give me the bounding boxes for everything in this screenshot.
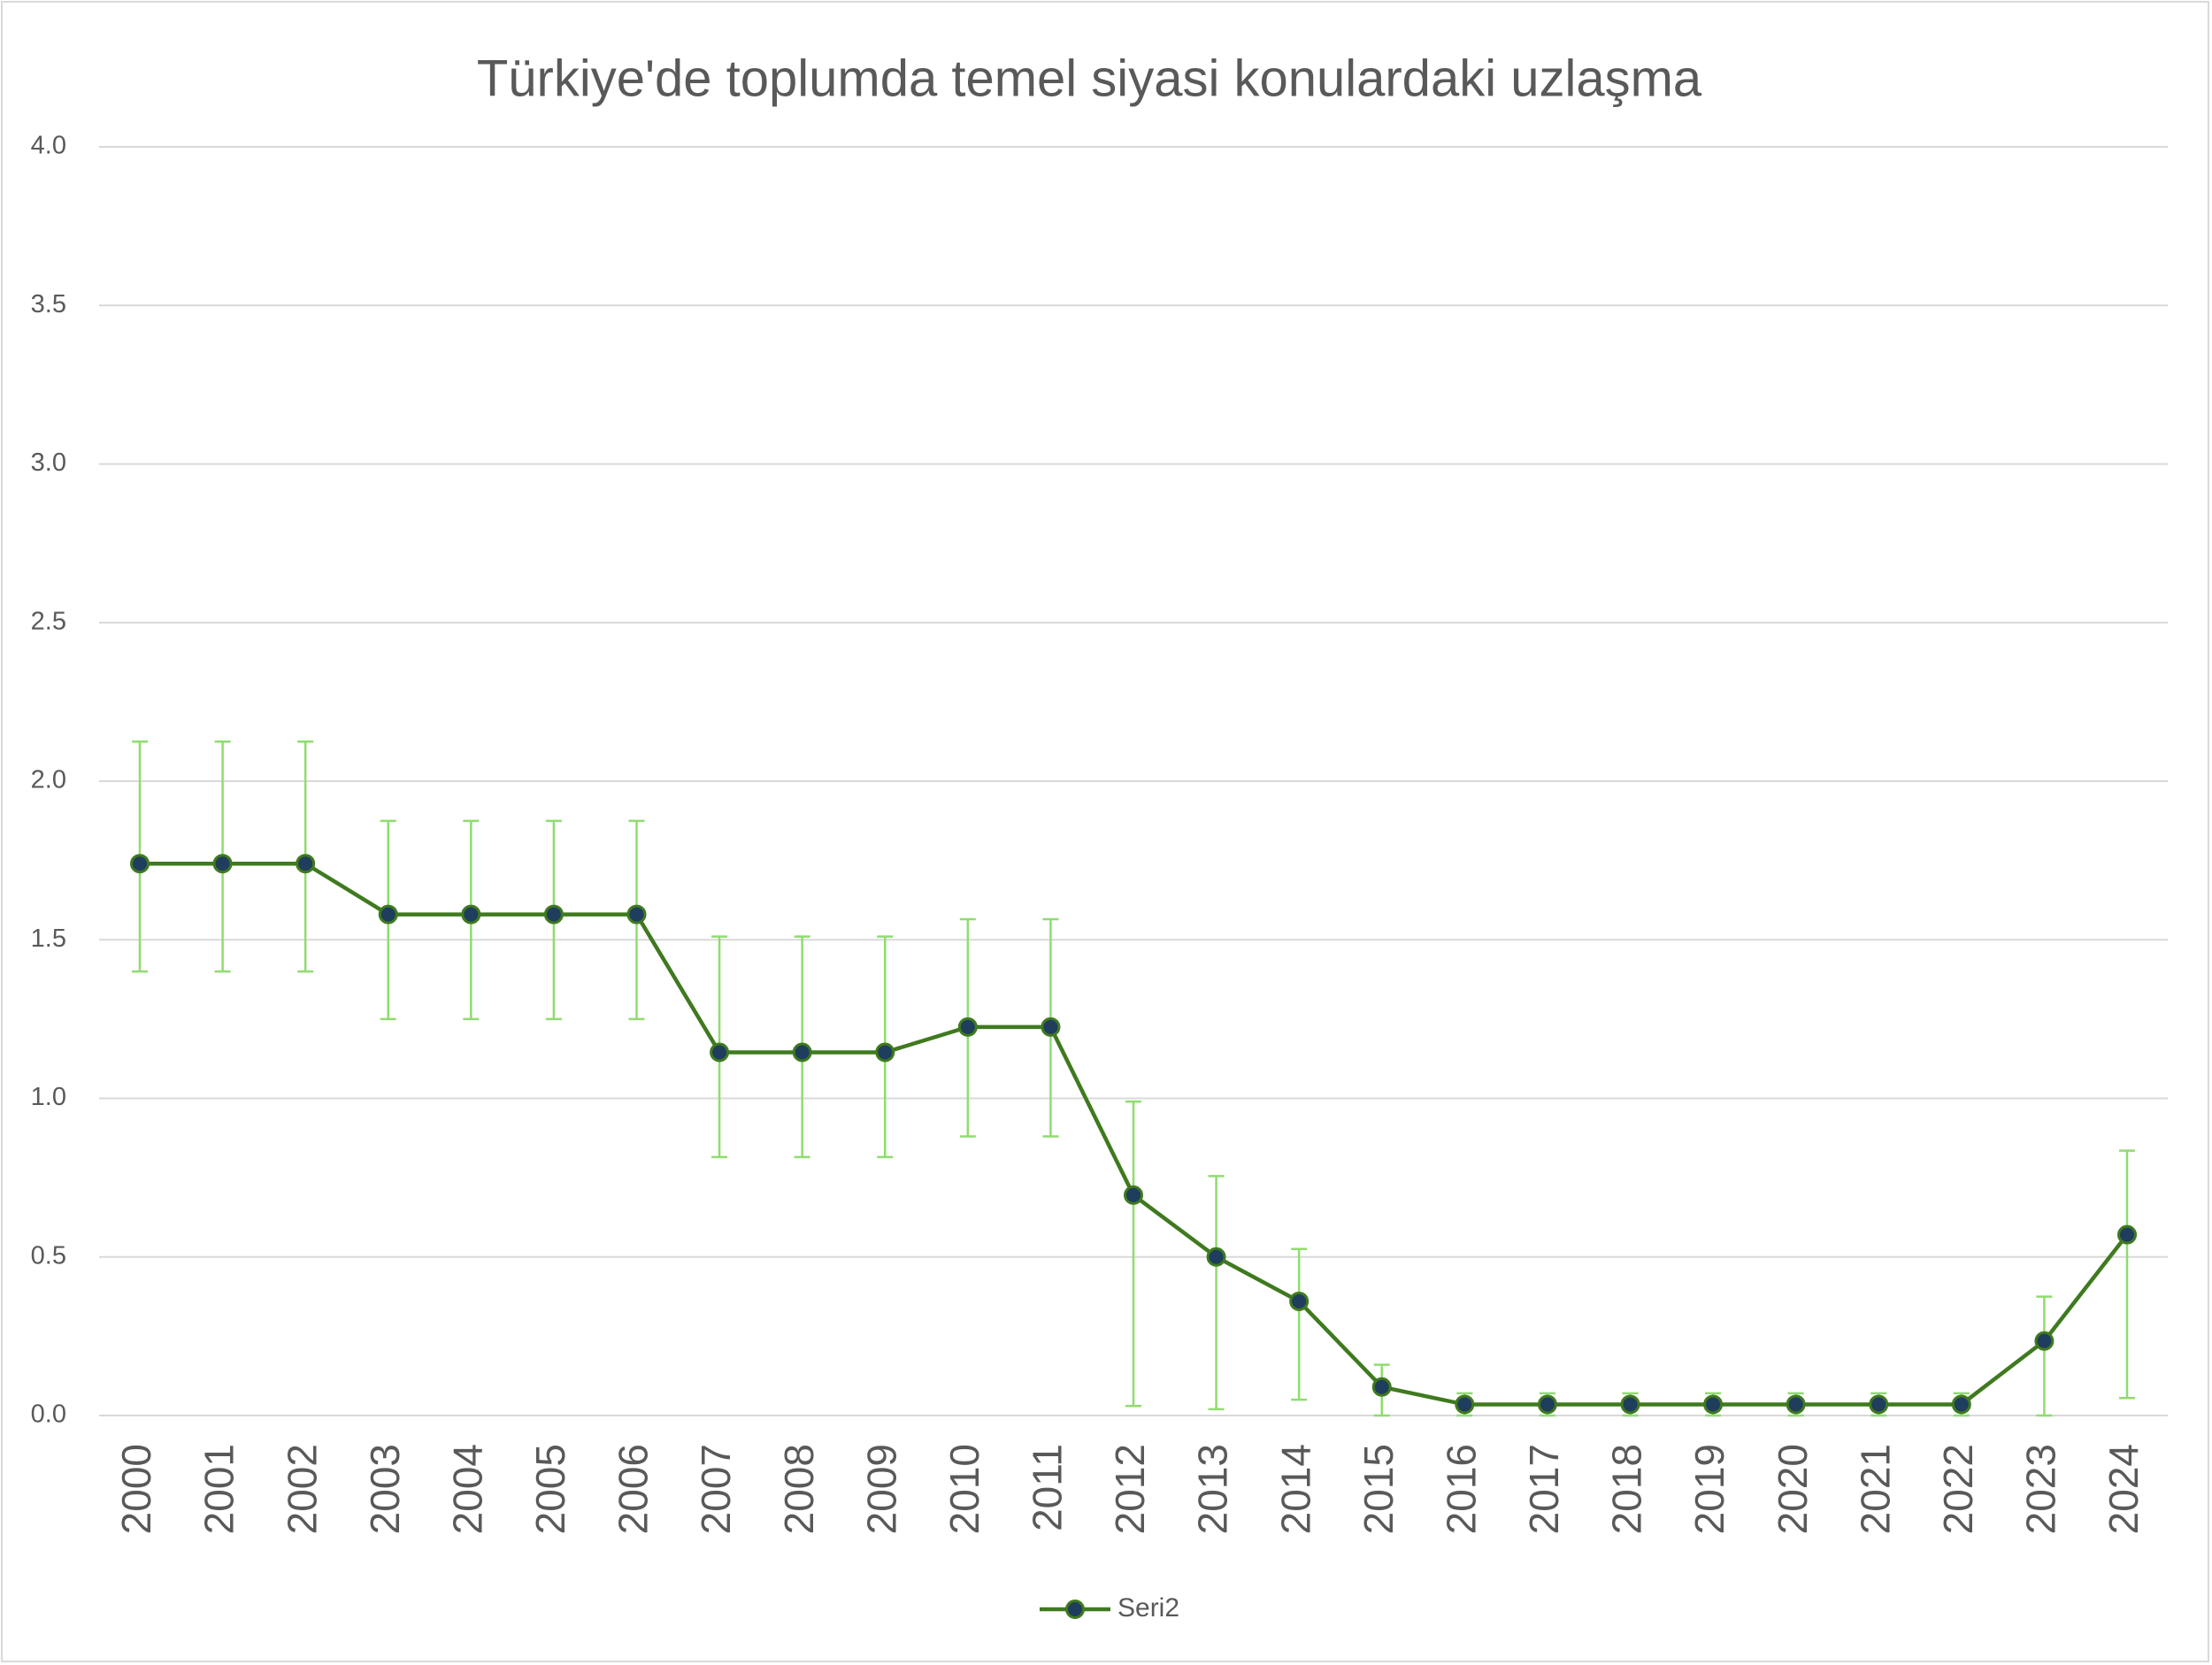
data-point	[710, 1042, 730, 1063]
y-tick-label: 4.0	[31, 132, 66, 160]
data-point	[1786, 1394, 1806, 1415]
x-tick-label: 2017	[1521, 1444, 1567, 1534]
y-tick-label: 2.0	[31, 766, 66, 794]
x-tick-label: 2024	[2101, 1444, 2147, 1534]
data-point	[543, 904, 564, 925]
error-bar	[1125, 1100, 1141, 1408]
data-point	[1041, 1017, 1061, 1037]
data-point	[378, 904, 398, 925]
data-point	[2034, 1331, 2055, 1351]
x-tick-label: 2013	[1190, 1444, 1236, 1534]
legend-label: Seri2	[1118, 1593, 1179, 1623]
x-tick-label: 2010	[941, 1444, 987, 1534]
data-point	[1124, 1185, 1143, 1205]
data-point	[461, 904, 481, 925]
error-bar	[1208, 1175, 1225, 1411]
data-point	[1206, 1247, 1226, 1267]
x-tick-label: 2016	[1438, 1444, 1484, 1534]
x-tick-label: 2006	[611, 1444, 657, 1534]
x-tick-label: 2007	[693, 1444, 739, 1534]
y-tick-label: 1.0	[31, 1083, 66, 1111]
x-tick-label: 2012	[1107, 1444, 1153, 1534]
y-tick-label: 3.0	[31, 449, 66, 477]
x-tick-label: 2011	[1025, 1444, 1071, 1531]
x-tick-label: 2009	[858, 1444, 904, 1534]
y-tick-label: 3.5	[31, 290, 66, 318]
data-point	[212, 854, 233, 874]
data-point	[1371, 1377, 1392, 1397]
y-tick-label: 0.5	[31, 1241, 66, 1270]
data-point	[957, 1017, 978, 1037]
legend-marker	[1065, 1600, 1085, 1619]
data-point	[296, 854, 316, 874]
x-tick-label: 2022	[1935, 1444, 1981, 1534]
data-point	[1537, 1394, 1557, 1415]
data-point	[792, 1042, 812, 1063]
chart-title: Türkiye'de toplumda temel siyasi konular…	[477, 50, 1702, 107]
data-point	[2117, 1224, 2137, 1245]
y-tick-label: 0.0	[31, 1400, 66, 1429]
data-point	[1289, 1291, 1310, 1311]
data-point	[1703, 1394, 1724, 1415]
data-point	[1869, 1394, 1889, 1415]
y-tick-label: 2.5	[31, 607, 66, 635]
x-tick-label: 2004	[444, 1444, 490, 1534]
data-point	[626, 904, 647, 925]
error-bar	[1291, 1247, 1308, 1401]
error-bar	[2119, 1149, 2135, 1400]
data-point	[1951, 1394, 1971, 1415]
data-point	[1620, 1394, 1640, 1415]
x-tick-label: 2021	[1852, 1444, 1898, 1534]
x-tick-label: 2000	[113, 1444, 159, 1534]
x-tick-label: 2018	[1604, 1444, 1650, 1534]
x-tick-label: 2003	[362, 1444, 408, 1534]
x-tick-label: 2019	[1686, 1444, 1732, 1534]
y-tick-label: 1.5	[31, 925, 66, 953]
x-tick-label: 2015	[1356, 1444, 1402, 1534]
x-tick-label: 2001	[196, 1444, 242, 1534]
x-tick-label: 2020	[1770, 1444, 1816, 1534]
data-point	[130, 854, 150, 874]
x-tick-label: 2014	[1272, 1444, 1318, 1534]
data-point	[1455, 1394, 1475, 1415]
error-bar	[2036, 1295, 2053, 1417]
x-tick-label: 2008	[776, 1444, 822, 1534]
x-tick-label: 2005	[527, 1444, 573, 1534]
x-tick-label: 2023	[2018, 1444, 2064, 1534]
x-tick-label: 2002	[279, 1444, 325, 1534]
data-point	[875, 1042, 895, 1063]
